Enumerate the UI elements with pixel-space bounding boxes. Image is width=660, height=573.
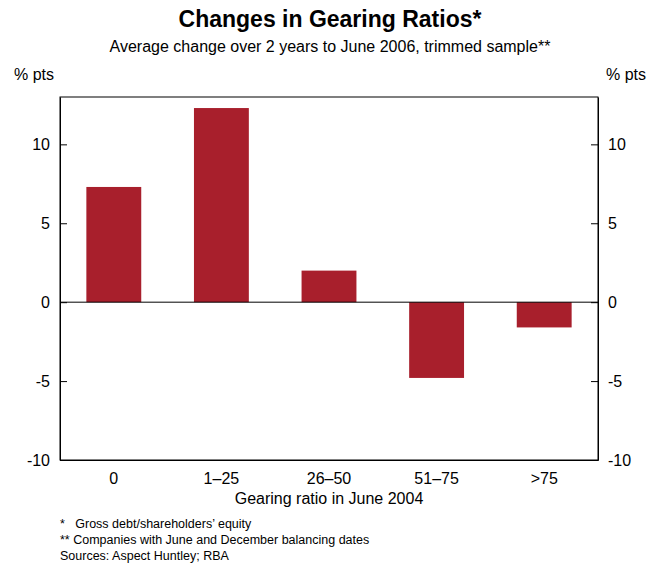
tick: >75 [531,460,558,487]
note: Sources: Aspect Huntley; RBA [60,549,229,563]
tick-label: 0 [41,294,50,311]
tick-label: -10 [27,452,50,469]
x-axis: 0 1–25 26–50 51–75 >75 [61,460,599,487]
tick-label: 1–25 [204,470,240,487]
bar [409,302,464,378]
tick-label: 51–75 [414,470,459,487]
tick-label: 10 [608,136,626,153]
axis-line [61,460,599,461]
tick: 5 [41,215,67,232]
x-axis-label: Gearing ratio in June 2004 [235,490,424,507]
axis-line [60,98,61,461]
tick-label: 26–50 [307,470,352,487]
bar [302,271,357,303]
plot-frame [60,97,598,460]
bar [86,187,141,302]
note: ** Companies with June and December bala… [60,533,369,547]
tick: 5 [591,215,617,232]
chart: Changes in Gearing Ratios* Average change… [0,0,660,573]
tick: 0 [591,294,617,311]
tick: 51–75 [414,460,459,487]
tick-mark [60,223,67,224]
tick-label: -5 [36,373,50,390]
tick: 10 [591,136,626,153]
tick: 10 [32,136,67,153]
y2-axis-label: % pts [606,66,646,83]
note: * Gross debt/shareholders’ equity [60,517,252,531]
tick: -5 [591,373,622,390]
subtitle: Average change over 2 years to June 2006… [110,38,551,55]
tick-label: 10 [32,136,50,153]
tick-mark [591,223,598,224]
tick: -5 [36,373,67,390]
tick-label: 0 [608,294,617,311]
plot: -10 -5 0 5 10 -10 -5 0 5 10 0 1–25 26–50 51–75 >75 [27,97,631,487]
title: Changes in Gearing Ratios* [179,6,482,32]
bars [86,108,571,378]
tick: 26–50 [307,460,352,487]
y2-axis: -10 -5 0 5 10 [591,98,631,469]
tick: 1–25 [204,460,240,487]
tick-mark [591,381,598,382]
tick-label: 0 [109,470,118,487]
tick-mark [60,302,67,303]
tick-mark [591,302,598,303]
axis-line [598,98,599,461]
tick: 0 [109,460,118,487]
tick-label: 5 [41,215,50,232]
zero-line [60,302,598,303]
tick: 0 [41,294,67,311]
tick-mark [591,144,598,145]
y-axis-label: % pts [14,66,54,83]
bar [517,302,572,327]
tick-label: >75 [531,470,558,487]
tick-label: 5 [608,215,617,232]
tick-label: -5 [608,373,622,390]
tick-mark [60,381,67,382]
tick-label: -10 [608,452,631,469]
y-axis: -10 -5 0 5 10 [27,98,67,469]
bar [194,108,249,302]
tick-mark [60,144,67,145]
